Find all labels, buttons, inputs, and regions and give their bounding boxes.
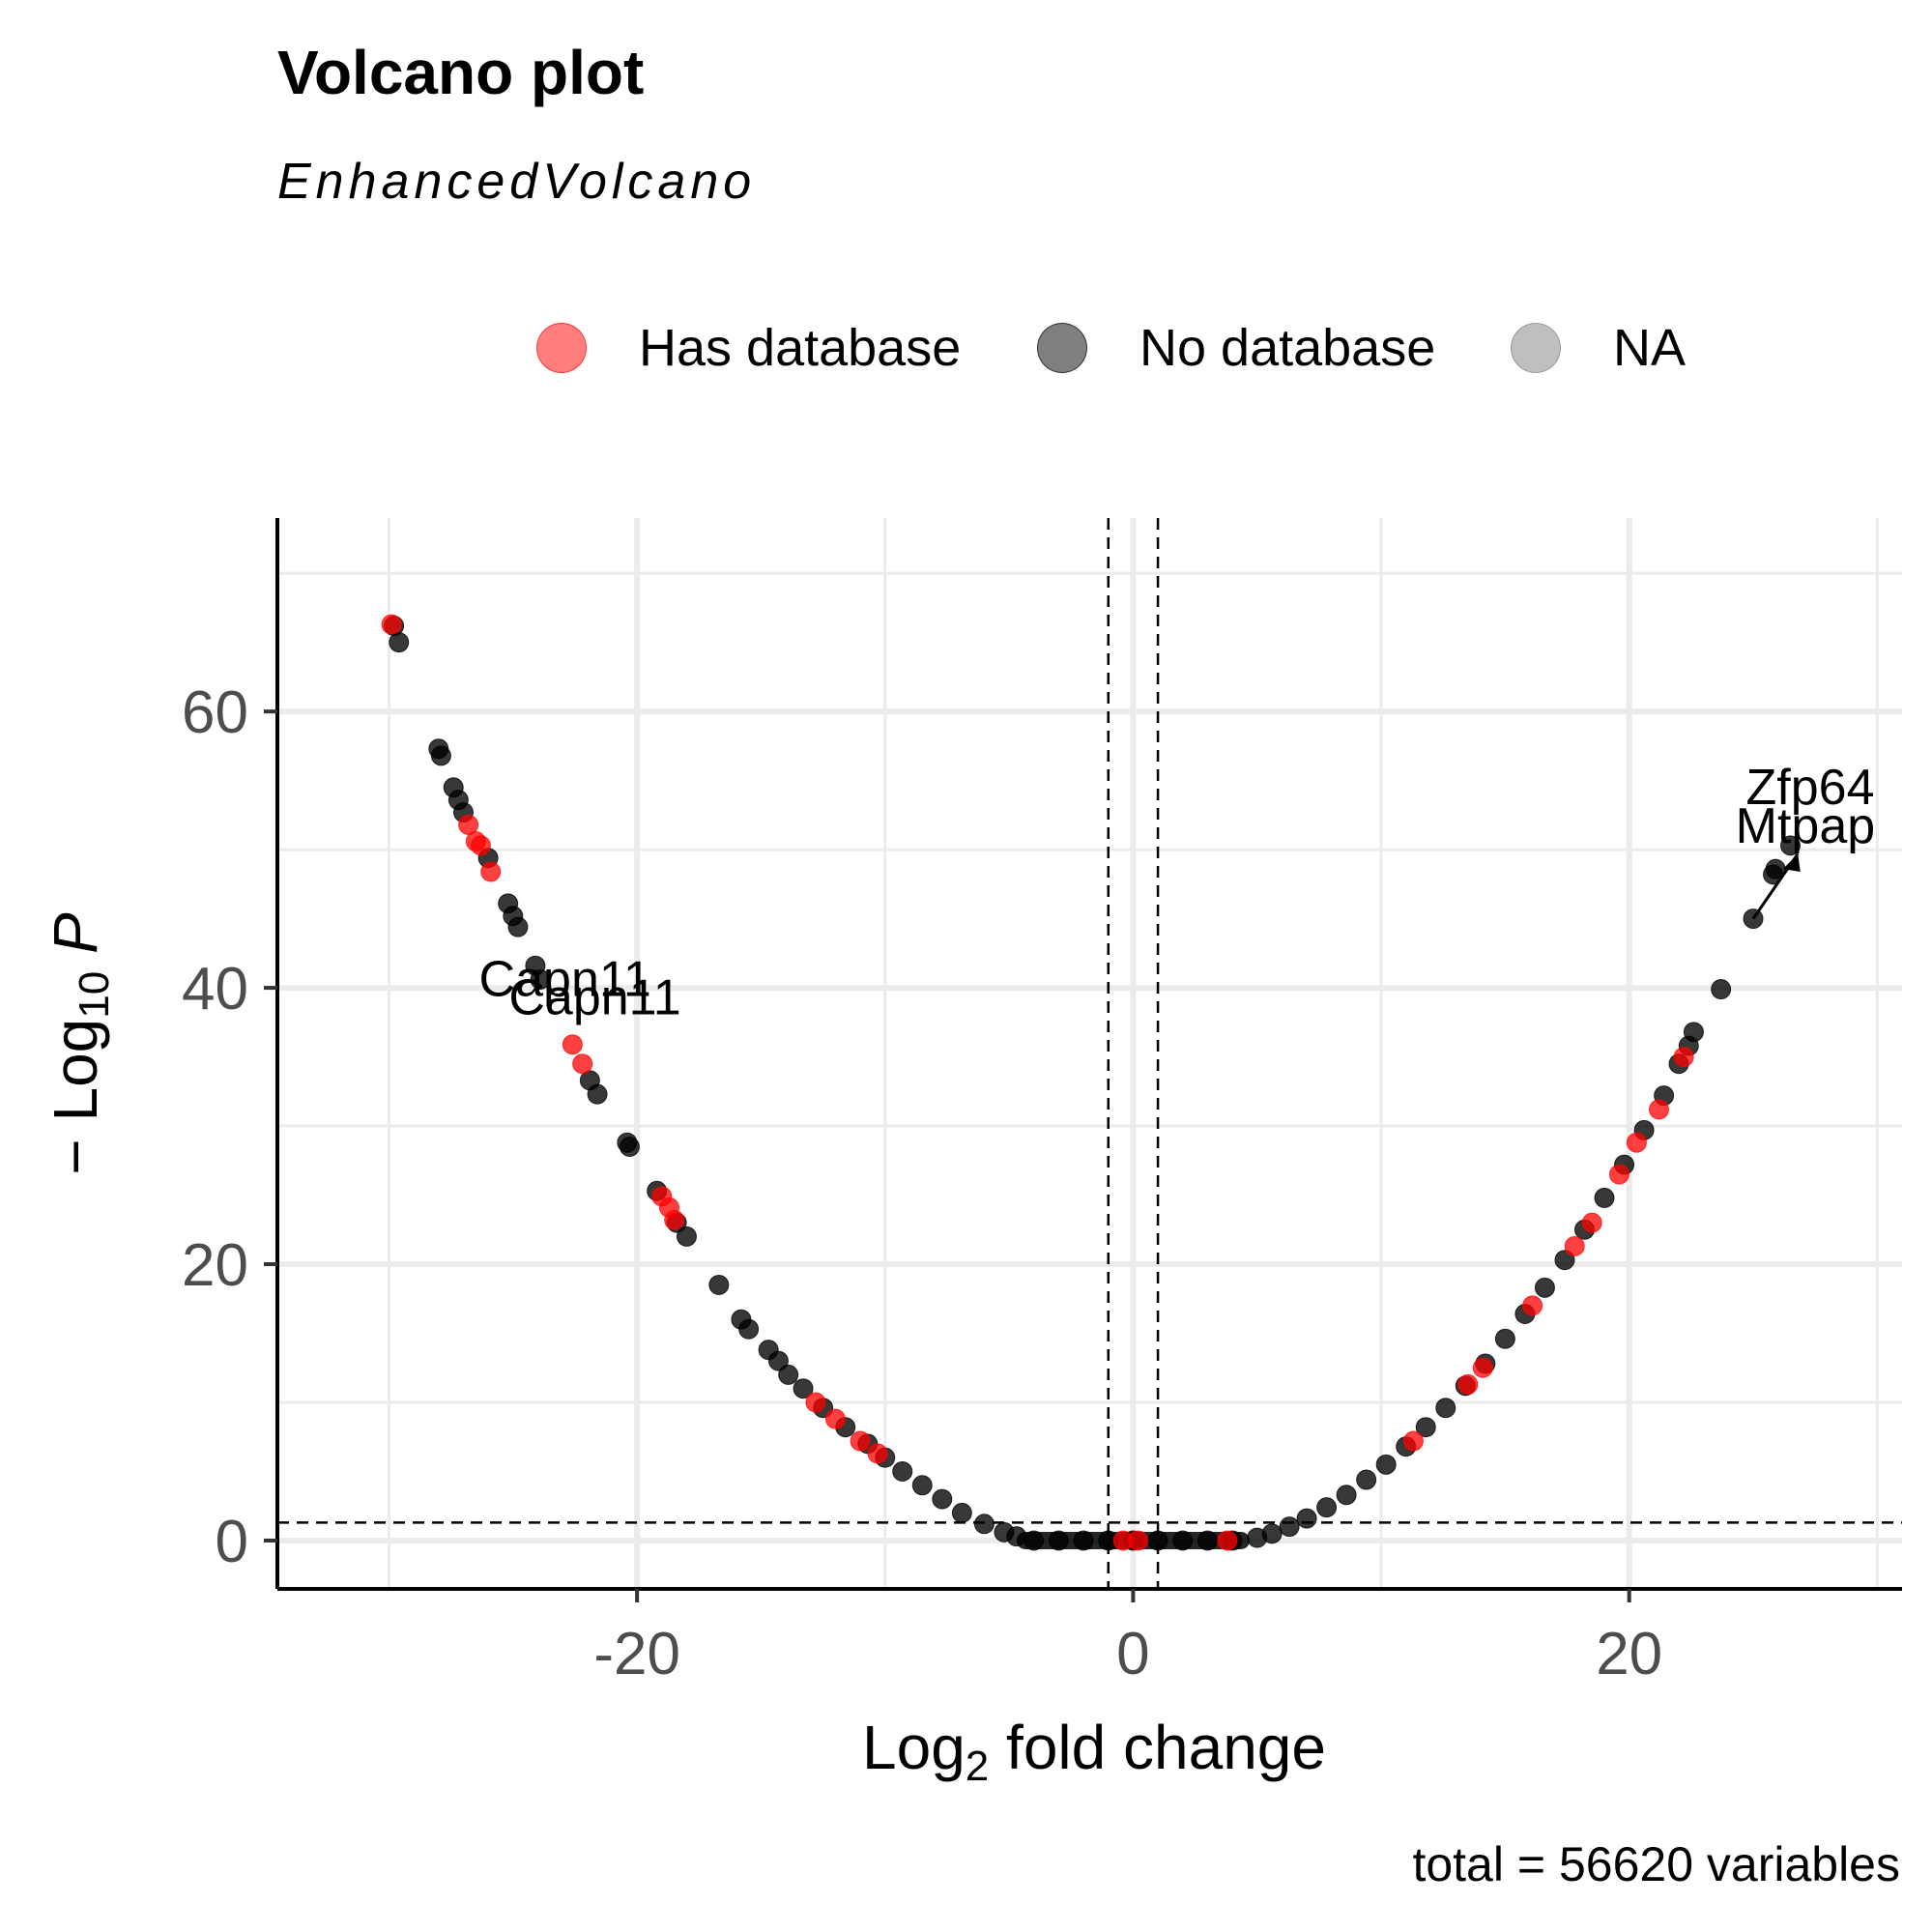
data-point bbox=[1648, 1099, 1669, 1120]
data-point bbox=[738, 1318, 760, 1340]
data-point bbox=[1522, 1295, 1543, 1316]
axes bbox=[275, 518, 1902, 1591]
data-point bbox=[1683, 1022, 1704, 1043]
data-point bbox=[932, 1488, 953, 1510]
legend-swatch-has-database bbox=[536, 323, 587, 373]
data-point bbox=[1006, 1526, 1027, 1547]
data-point bbox=[1534, 1277, 1555, 1298]
y-tick-label: 0 bbox=[216, 1509, 248, 1575]
data-point bbox=[572, 1053, 593, 1075]
legend-item-no-database: No database bbox=[1037, 309, 1435, 387]
data-point bbox=[458, 814, 479, 835]
data-point bbox=[708, 1274, 730, 1295]
data-point bbox=[824, 1408, 846, 1429]
data-point bbox=[381, 614, 402, 635]
y-tick-label: 20 bbox=[182, 1232, 248, 1299]
axis-ticks: -20 0 20 0 20 40 60 bbox=[182, 679, 1662, 1687]
data-point bbox=[973, 1514, 995, 1535]
legend-swatch-no-database bbox=[1037, 323, 1087, 373]
legend-swatch-na bbox=[1511, 323, 1561, 373]
legend-label-na: NA bbox=[1613, 319, 1687, 377]
data-point bbox=[1402, 1430, 1424, 1452]
data-point bbox=[1780, 835, 1802, 856]
x-tick-label: 0 bbox=[1116, 1621, 1149, 1687]
data-point bbox=[892, 1460, 913, 1482]
data-point bbox=[1147, 1530, 1168, 1551]
x-tick-label: 20 bbox=[1596, 1621, 1662, 1687]
data-point bbox=[1554, 1250, 1575, 1271]
label-connector-arrow bbox=[1782, 853, 1801, 872]
legend-item-has-database: Has database bbox=[536, 309, 961, 387]
data-point bbox=[1457, 1373, 1479, 1395]
data-point bbox=[1626, 1132, 1647, 1153]
data-point bbox=[1415, 1417, 1436, 1438]
data-point bbox=[562, 1034, 583, 1055]
data-point bbox=[1316, 1497, 1338, 1518]
data-point bbox=[1261, 1523, 1283, 1544]
data-point bbox=[1356, 1469, 1377, 1490]
data-point bbox=[1128, 1530, 1149, 1551]
data-point bbox=[1279, 1516, 1300, 1538]
data-point bbox=[470, 835, 491, 856]
data-point bbox=[1494, 1328, 1515, 1349]
point-label: Zfp64 bbox=[1746, 760, 1875, 816]
data-point bbox=[1197, 1530, 1218, 1551]
data-point bbox=[1472, 1357, 1493, 1378]
data-point bbox=[1024, 1530, 1045, 1551]
legend-label-no-database: No database bbox=[1139, 319, 1436, 377]
data-point bbox=[1435, 1398, 1456, 1419]
data-point bbox=[1375, 1454, 1397, 1475]
data-point bbox=[389, 632, 410, 653]
data-point bbox=[850, 1430, 871, 1452]
data-point bbox=[676, 1226, 697, 1247]
data-point bbox=[1608, 1164, 1629, 1185]
data-point bbox=[793, 1378, 814, 1399]
data-point bbox=[1581, 1212, 1602, 1233]
data-point bbox=[587, 1083, 608, 1105]
data-point bbox=[1296, 1508, 1317, 1529]
point-label: Mtpap bbox=[1736, 798, 1876, 854]
y-axis-title: − Log10 P bbox=[41, 912, 118, 1175]
data-point bbox=[951, 1502, 972, 1523]
data-point bbox=[1048, 1530, 1069, 1551]
legend: Has database No database NA bbox=[0, 309, 1932, 387]
chart-title: Volcano plot bbox=[277, 38, 645, 107]
point-label: Capn11 bbox=[479, 952, 651, 1008]
data-point bbox=[1564, 1235, 1585, 1256]
data-point bbox=[530, 969, 551, 991]
data-point bbox=[1673, 1047, 1694, 1068]
data-point bbox=[767, 1350, 789, 1371]
data-point bbox=[1594, 1187, 1615, 1208]
point-label: Capn11 bbox=[508, 969, 680, 1025]
data-point bbox=[805, 1392, 826, 1413]
data-point bbox=[507, 916, 529, 937]
y-tick-label: 60 bbox=[182, 679, 248, 746]
data-point bbox=[778, 1364, 799, 1385]
data-point bbox=[1217, 1530, 1238, 1551]
chart-caption: total = 56620 variables bbox=[1412, 1837, 1900, 1891]
data-point bbox=[1711, 979, 1732, 1000]
grid bbox=[277, 518, 1902, 1589]
chart-subtitle: EnhancedVolcano bbox=[277, 154, 757, 210]
data-point bbox=[1172, 1530, 1194, 1551]
data-point bbox=[480, 861, 502, 882]
legend-item-na: NA bbox=[1511, 309, 1686, 387]
data-point bbox=[430, 745, 451, 766]
x-tick-label: -20 bbox=[593, 1621, 680, 1687]
data-point bbox=[1073, 1530, 1094, 1551]
legend-label-has-database: Has database bbox=[639, 319, 962, 377]
data-point bbox=[619, 1137, 640, 1158]
data-point bbox=[911, 1475, 933, 1496]
data-point bbox=[1336, 1485, 1357, 1506]
data-point bbox=[867, 1443, 888, 1464]
data-point bbox=[664, 1209, 685, 1230]
x-axis-title: Log2 fold change bbox=[862, 1713, 1326, 1790]
data-points bbox=[381, 614, 1802, 1551]
y-tick-label: 40 bbox=[182, 956, 248, 1023]
cutoff-lines bbox=[277, 518, 1902, 1589]
